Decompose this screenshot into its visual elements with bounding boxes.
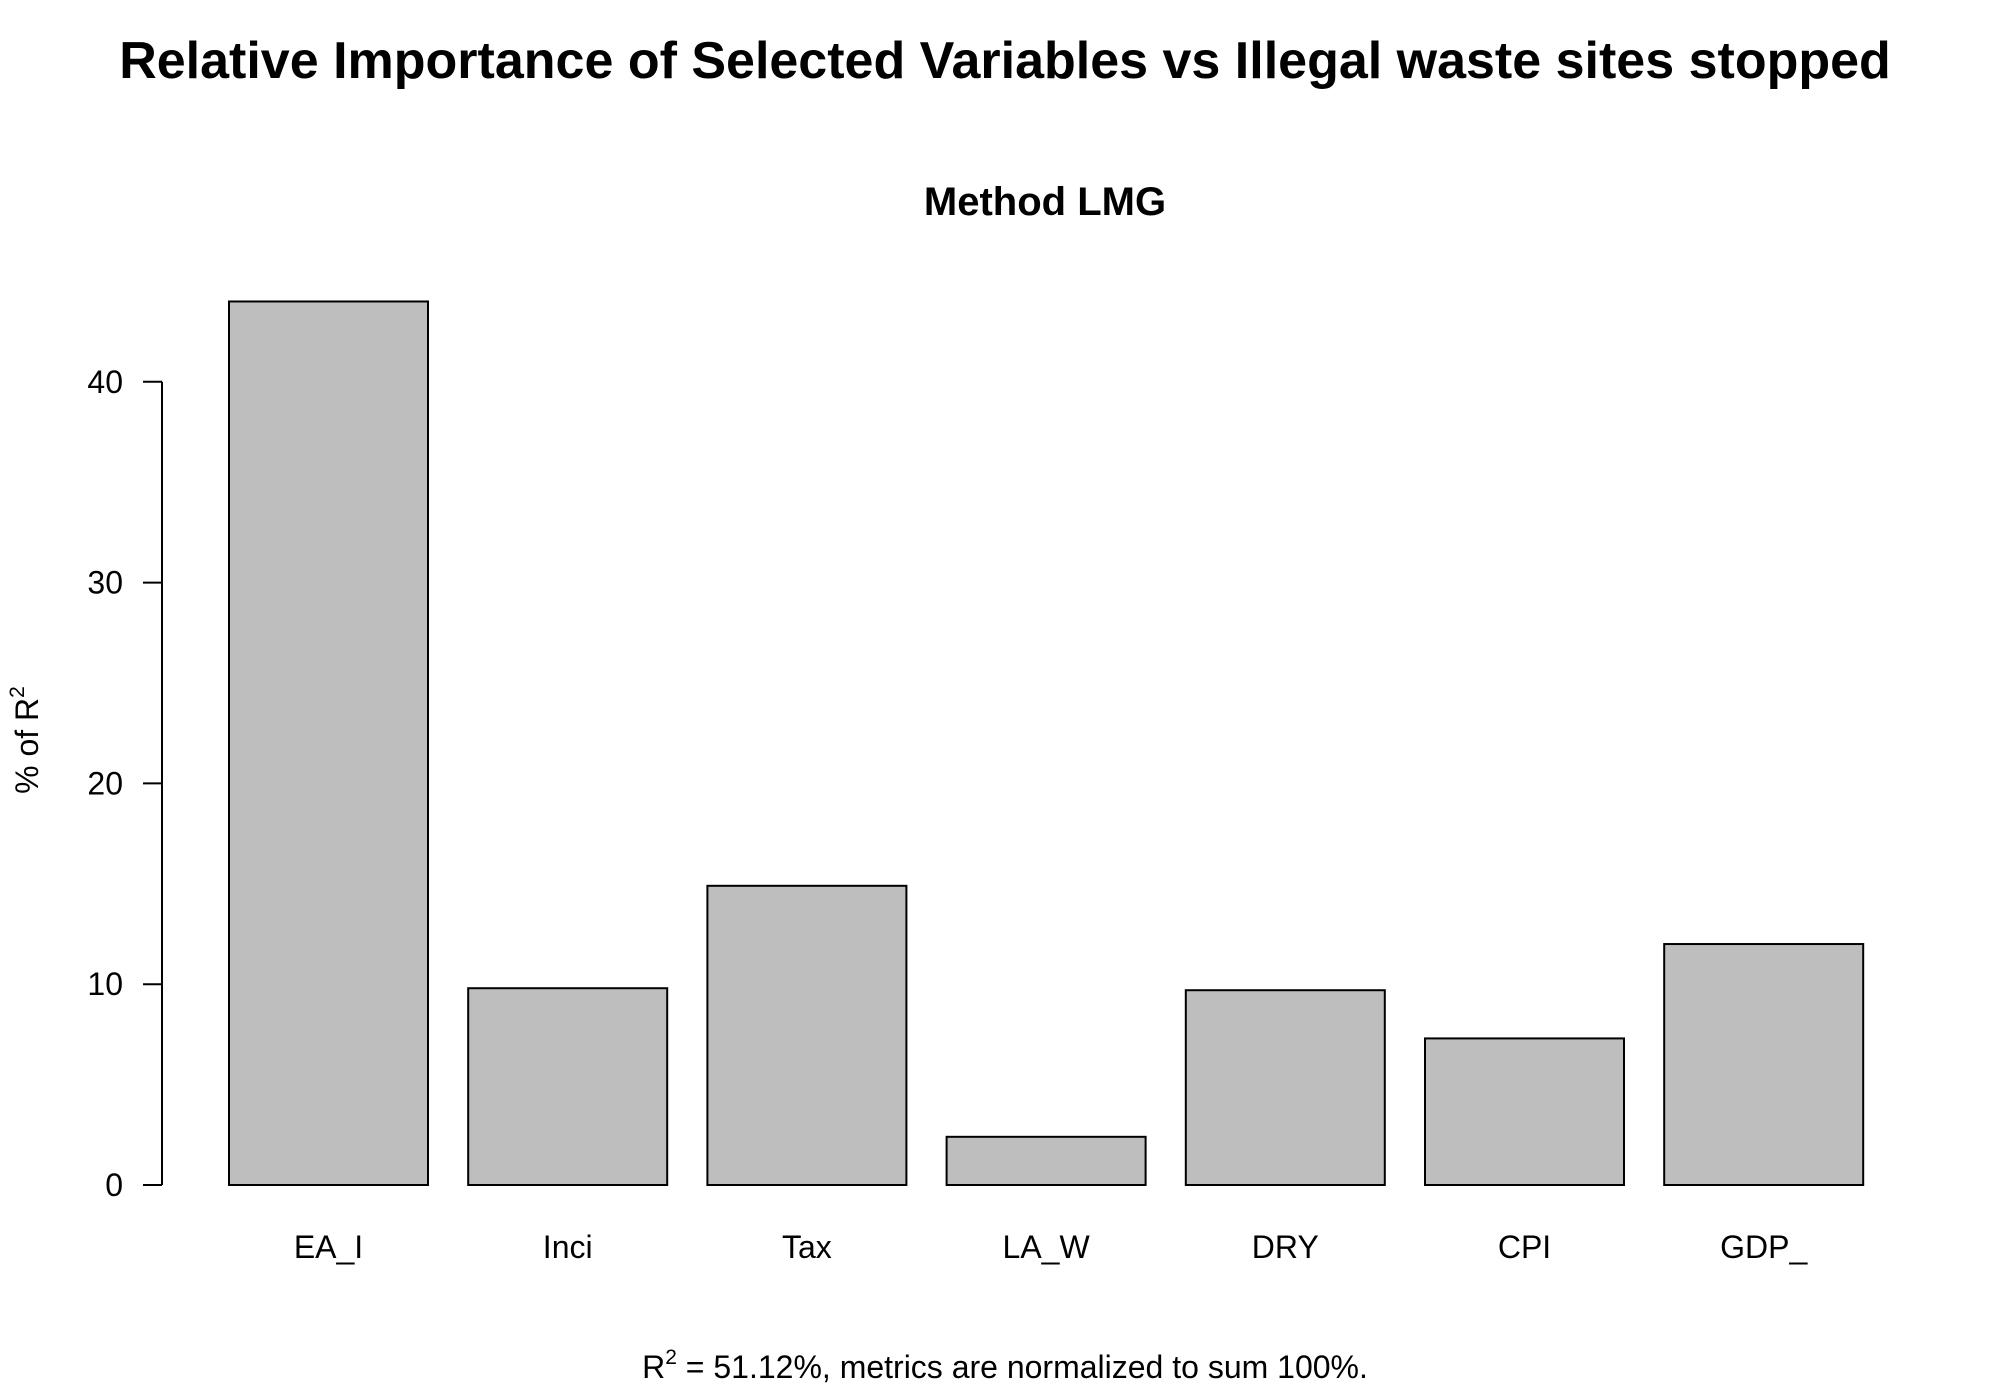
x-tick-label: Tax — [782, 1229, 832, 1265]
x-tick-label: Inci — [543, 1229, 593, 1265]
x-tick-label: GDP_ — [1720, 1229, 1808, 1265]
r-squared-footnote: R2 = 51.12%, metrics are normalized to s… — [642, 1346, 1368, 1385]
bar-ea-i — [228, 300, 429, 1187]
bar-gdp- — [1663, 943, 1865, 1186]
x-tick-label: LA_W — [1003, 1229, 1091, 1265]
bar-cpi — [1424, 1037, 1625, 1187]
y-axis: 0 10 20 30 40 — [87, 364, 163, 1203]
footnote-prefix: R — [642, 1349, 665, 1385]
y-axis-label: % of R2 — [6, 686, 45, 794]
y-axis-label-superscript: 2 — [6, 686, 29, 698]
x-tick-label: DRY — [1252, 1229, 1319, 1265]
bar-inci — [467, 987, 669, 1186]
y-tick-label: 10 — [87, 966, 123, 1002]
y-tick-label: 0 — [105, 1167, 123, 1203]
footnote-superscript: 2 — [665, 1346, 677, 1369]
chart-subtitle: Method LMG — [924, 180, 1166, 224]
bar-dry — [1184, 989, 1386, 1186]
bars-layer — [228, 300, 1865, 1187]
bar-la-w — [945, 1135, 1147, 1186]
y-tick-label: 40 — [87, 364, 123, 400]
y-axis-label-prefix: % of R — [9, 698, 45, 794]
x-tick-label: CPI — [1498, 1229, 1551, 1265]
chart-title: Relative Importance of Selected Variable… — [119, 32, 1891, 90]
y-tick-label: 20 — [87, 765, 123, 801]
footnote-text: = 51.12%, metrics are normalized to sum … — [677, 1349, 1368, 1385]
x-tick-label: EA_I — [294, 1229, 363, 1265]
bar-tax — [706, 884, 908, 1186]
y-tick-label: 30 — [87, 565, 123, 601]
x-axis-labels: EA_I Inci Tax LA_W DRY CPI GDP_ — [294, 1229, 1809, 1265]
